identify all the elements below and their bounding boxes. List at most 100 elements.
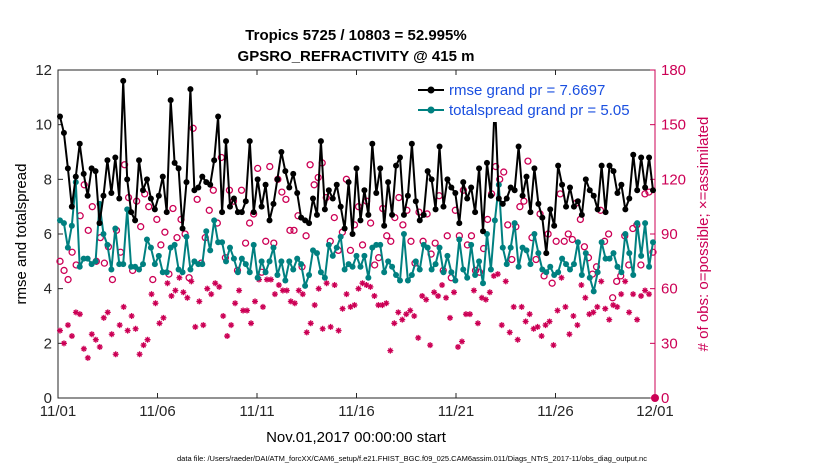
obs-possible-point [237, 186, 246, 194]
rmse-point [440, 203, 447, 210]
rmse-point [211, 157, 218, 164]
rmse-point [555, 162, 562, 169]
obs-possible-point [467, 232, 476, 240]
obs-assimilated-point [570, 313, 577, 319]
rmse-point [290, 170, 297, 177]
obs-assimilated-point [315, 285, 322, 292]
totalspread-point [626, 250, 633, 257]
data-series [56, 77, 657, 295]
totalspread-point [555, 269, 562, 276]
rmse-point [650, 187, 657, 194]
totalspread-point [590, 288, 597, 295]
axis-ticks: 11/01 11/06 11/11 11/16 11/21 11/26 12/0102468… [35, 62, 686, 420]
obs-possible-point [64, 275, 72, 284]
rmse-point [226, 203, 233, 210]
obs-assimilated-point [458, 338, 465, 345]
obs-assimilated-point [514, 336, 521, 343]
rmse-point [321, 206, 328, 213]
totalspread-point [472, 272, 479, 278]
rmse-point [219, 209, 226, 216]
y-axis-label-left: rmse and totalspread [13, 164, 30, 305]
obs-assimilated-point [120, 303, 127, 310]
totalspread-point [140, 261, 147, 268]
obs-assimilated-point [192, 323, 199, 330]
totalspread-point [317, 269, 324, 276]
obs-assimilated-point [168, 292, 175, 299]
rmse-point [448, 184, 455, 191]
rmse-point [56, 113, 63, 120]
totalspread-point [507, 244, 514, 251]
obs-assimilated-point [443, 294, 450, 301]
rmse-point [527, 209, 534, 216]
totalspread-point [622, 231, 629, 237]
rmse-point [136, 157, 143, 164]
totalspread-point [448, 269, 455, 276]
rmse-point [515, 143, 522, 150]
rmse-point [223, 138, 230, 145]
obs-assimilated-point [176, 274, 183, 281]
rmse-point [282, 168, 289, 175]
rmse-point [349, 231, 356, 237]
obs-assimilated-point [407, 307, 414, 314]
obs-assimilated-point [566, 331, 573, 338]
totalspread-point [377, 241, 384, 248]
obs-possible-point [516, 203, 524, 211]
rmse-point [294, 190, 301, 196]
obs-assimilated-point [439, 282, 446, 289]
obs-possible-point [548, 279, 556, 287]
obs-possible-point [153, 215, 161, 224]
totalspread-point [266, 258, 273, 265]
totalspread-point [274, 272, 281, 278]
totalspread-point [223, 258, 230, 265]
rmse-point [258, 203, 265, 210]
obs-assimilated-point [423, 296, 430, 303]
y-tick-label-right: 90 [661, 226, 678, 243]
obs-assimilated-point [311, 302, 318, 309]
obs-assimilated-point [578, 282, 585, 289]
obs-possible-point [560, 237, 568, 245]
totalspread-point [302, 282, 309, 289]
obs-assimilated-point [482, 296, 489, 303]
obs-assimilated-point [212, 280, 219, 287]
rmse-point [254, 176, 261, 183]
x-tick-label: 11/26 [537, 403, 573, 420]
obs-assimilated-point [267, 276, 274, 283]
rmse-point [246, 138, 253, 145]
totalspread-point [187, 266, 194, 273]
obs-assimilated-point [574, 322, 581, 329]
obs-assimilated-point [60, 340, 67, 347]
rmse-point [199, 173, 206, 180]
totalspread-point [650, 239, 657, 246]
rmse-point [250, 209, 257, 216]
totalspread-point [290, 266, 297, 273]
totalspread-point [163, 269, 170, 276]
rmse-point [242, 198, 249, 205]
rmse-point [365, 211, 372, 218]
rmse-point [511, 187, 518, 194]
y-tick-label-right: 120 [661, 171, 686, 188]
obs-assimilated-point [586, 311, 593, 318]
obs-assimilated-point [594, 303, 601, 310]
totalspread-point [618, 269, 625, 276]
totalspread-point [112, 225, 119, 232]
totalspread-point [574, 239, 581, 246]
totalspread-point [570, 261, 577, 268]
obs-assimilated-point [188, 278, 195, 285]
legend-spread-label: totalspread grand pr = 5.05 [449, 102, 630, 119]
totalspread-point [76, 263, 83, 270]
obs-assimilated-point [651, 394, 659, 402]
rmse-point [570, 203, 577, 210]
obs-assimilated-point [502, 278, 509, 285]
rmse-point [64, 165, 71, 172]
rmse-point [519, 192, 526, 199]
totalspread-point [353, 252, 360, 259]
obs-assimilated-point [546, 318, 553, 325]
totalspread-point [456, 236, 463, 243]
obs-possible-point [88, 203, 96, 211]
obs-possible-point [302, 232, 310, 240]
obs-assimilated-point [108, 331, 115, 338]
rmse-point [563, 203, 570, 210]
rmse-point [163, 209, 170, 216]
legend-rmse-label: rmse grand pr = 7.6697 [449, 82, 605, 99]
rmse-point [155, 192, 162, 199]
